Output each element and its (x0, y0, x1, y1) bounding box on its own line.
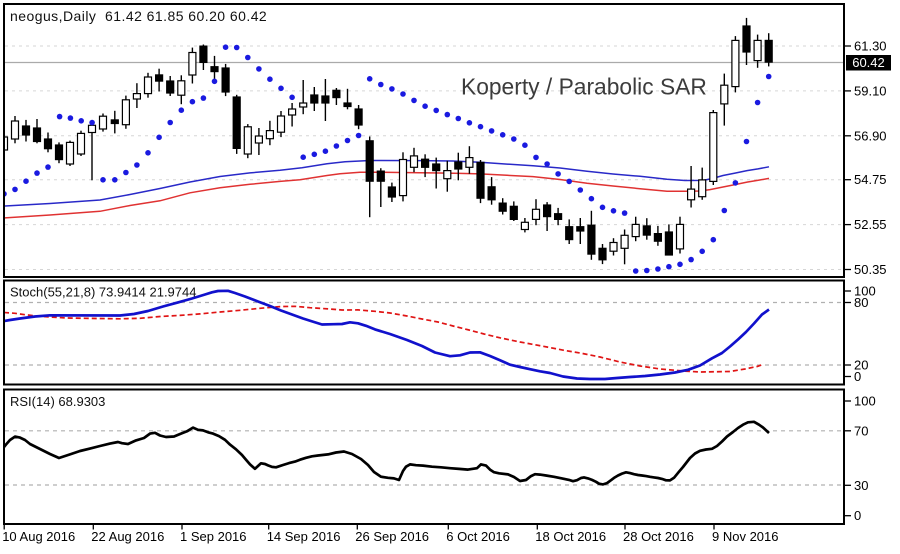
svg-text:1 Sep 2016: 1 Sep 2016 (180, 529, 247, 544)
svg-text:0: 0 (854, 369, 861, 384)
svg-text:28 Oct 2016: 28 Oct 2016 (623, 529, 694, 544)
svg-text:50.35: 50.35 (854, 262, 887, 277)
svg-text:80: 80 (854, 295, 868, 310)
svg-text:22 Aug 2016: 22 Aug 2016 (91, 529, 164, 544)
svg-text:Koperty / Parabolic SAR: Koperty / Parabolic SAR (461, 74, 707, 100)
svg-text:61.30: 61.30 (854, 39, 887, 54)
svg-text:9 Nov 2016: 9 Nov 2016 (712, 529, 779, 544)
svg-text:56.90: 56.90 (854, 128, 887, 143)
svg-text:14 Sep 2016: 14 Sep 2016 (267, 529, 341, 544)
svg-text:52.55: 52.55 (854, 217, 887, 232)
svg-text:6 Oct 2016: 6 Oct 2016 (446, 529, 510, 544)
svg-text:60.42: 60.42 (852, 55, 885, 70)
svg-text:RSI(14) 68.9303: RSI(14) 68.9303 (10, 394, 105, 409)
svg-text:neogus,Daily 61.42 61.85 60.2: neogus,Daily 61.42 61.85 60.20 60.42 (10, 8, 267, 24)
svg-text:20: 20 (854, 358, 868, 373)
svg-text:26 Sep 2016: 26 Sep 2016 (355, 529, 429, 544)
svg-text:100: 100 (854, 394, 876, 409)
svg-text:0: 0 (854, 508, 861, 523)
svg-text:30: 30 (854, 478, 868, 493)
svg-text:10 Aug 2016: 10 Aug 2016 (2, 529, 75, 544)
svg-text:Stoch(55,21,8) 73.9414 21.9744: Stoch(55,21,8) 73.9414 21.9744 (10, 285, 196, 300)
svg-text:18 Oct 2016: 18 Oct 2016 (535, 529, 606, 544)
svg-text:59.10: 59.10 (854, 83, 887, 98)
svg-text:54.75: 54.75 (854, 172, 887, 187)
svg-text:100: 100 (854, 284, 876, 299)
svg-text:70: 70 (854, 423, 868, 438)
